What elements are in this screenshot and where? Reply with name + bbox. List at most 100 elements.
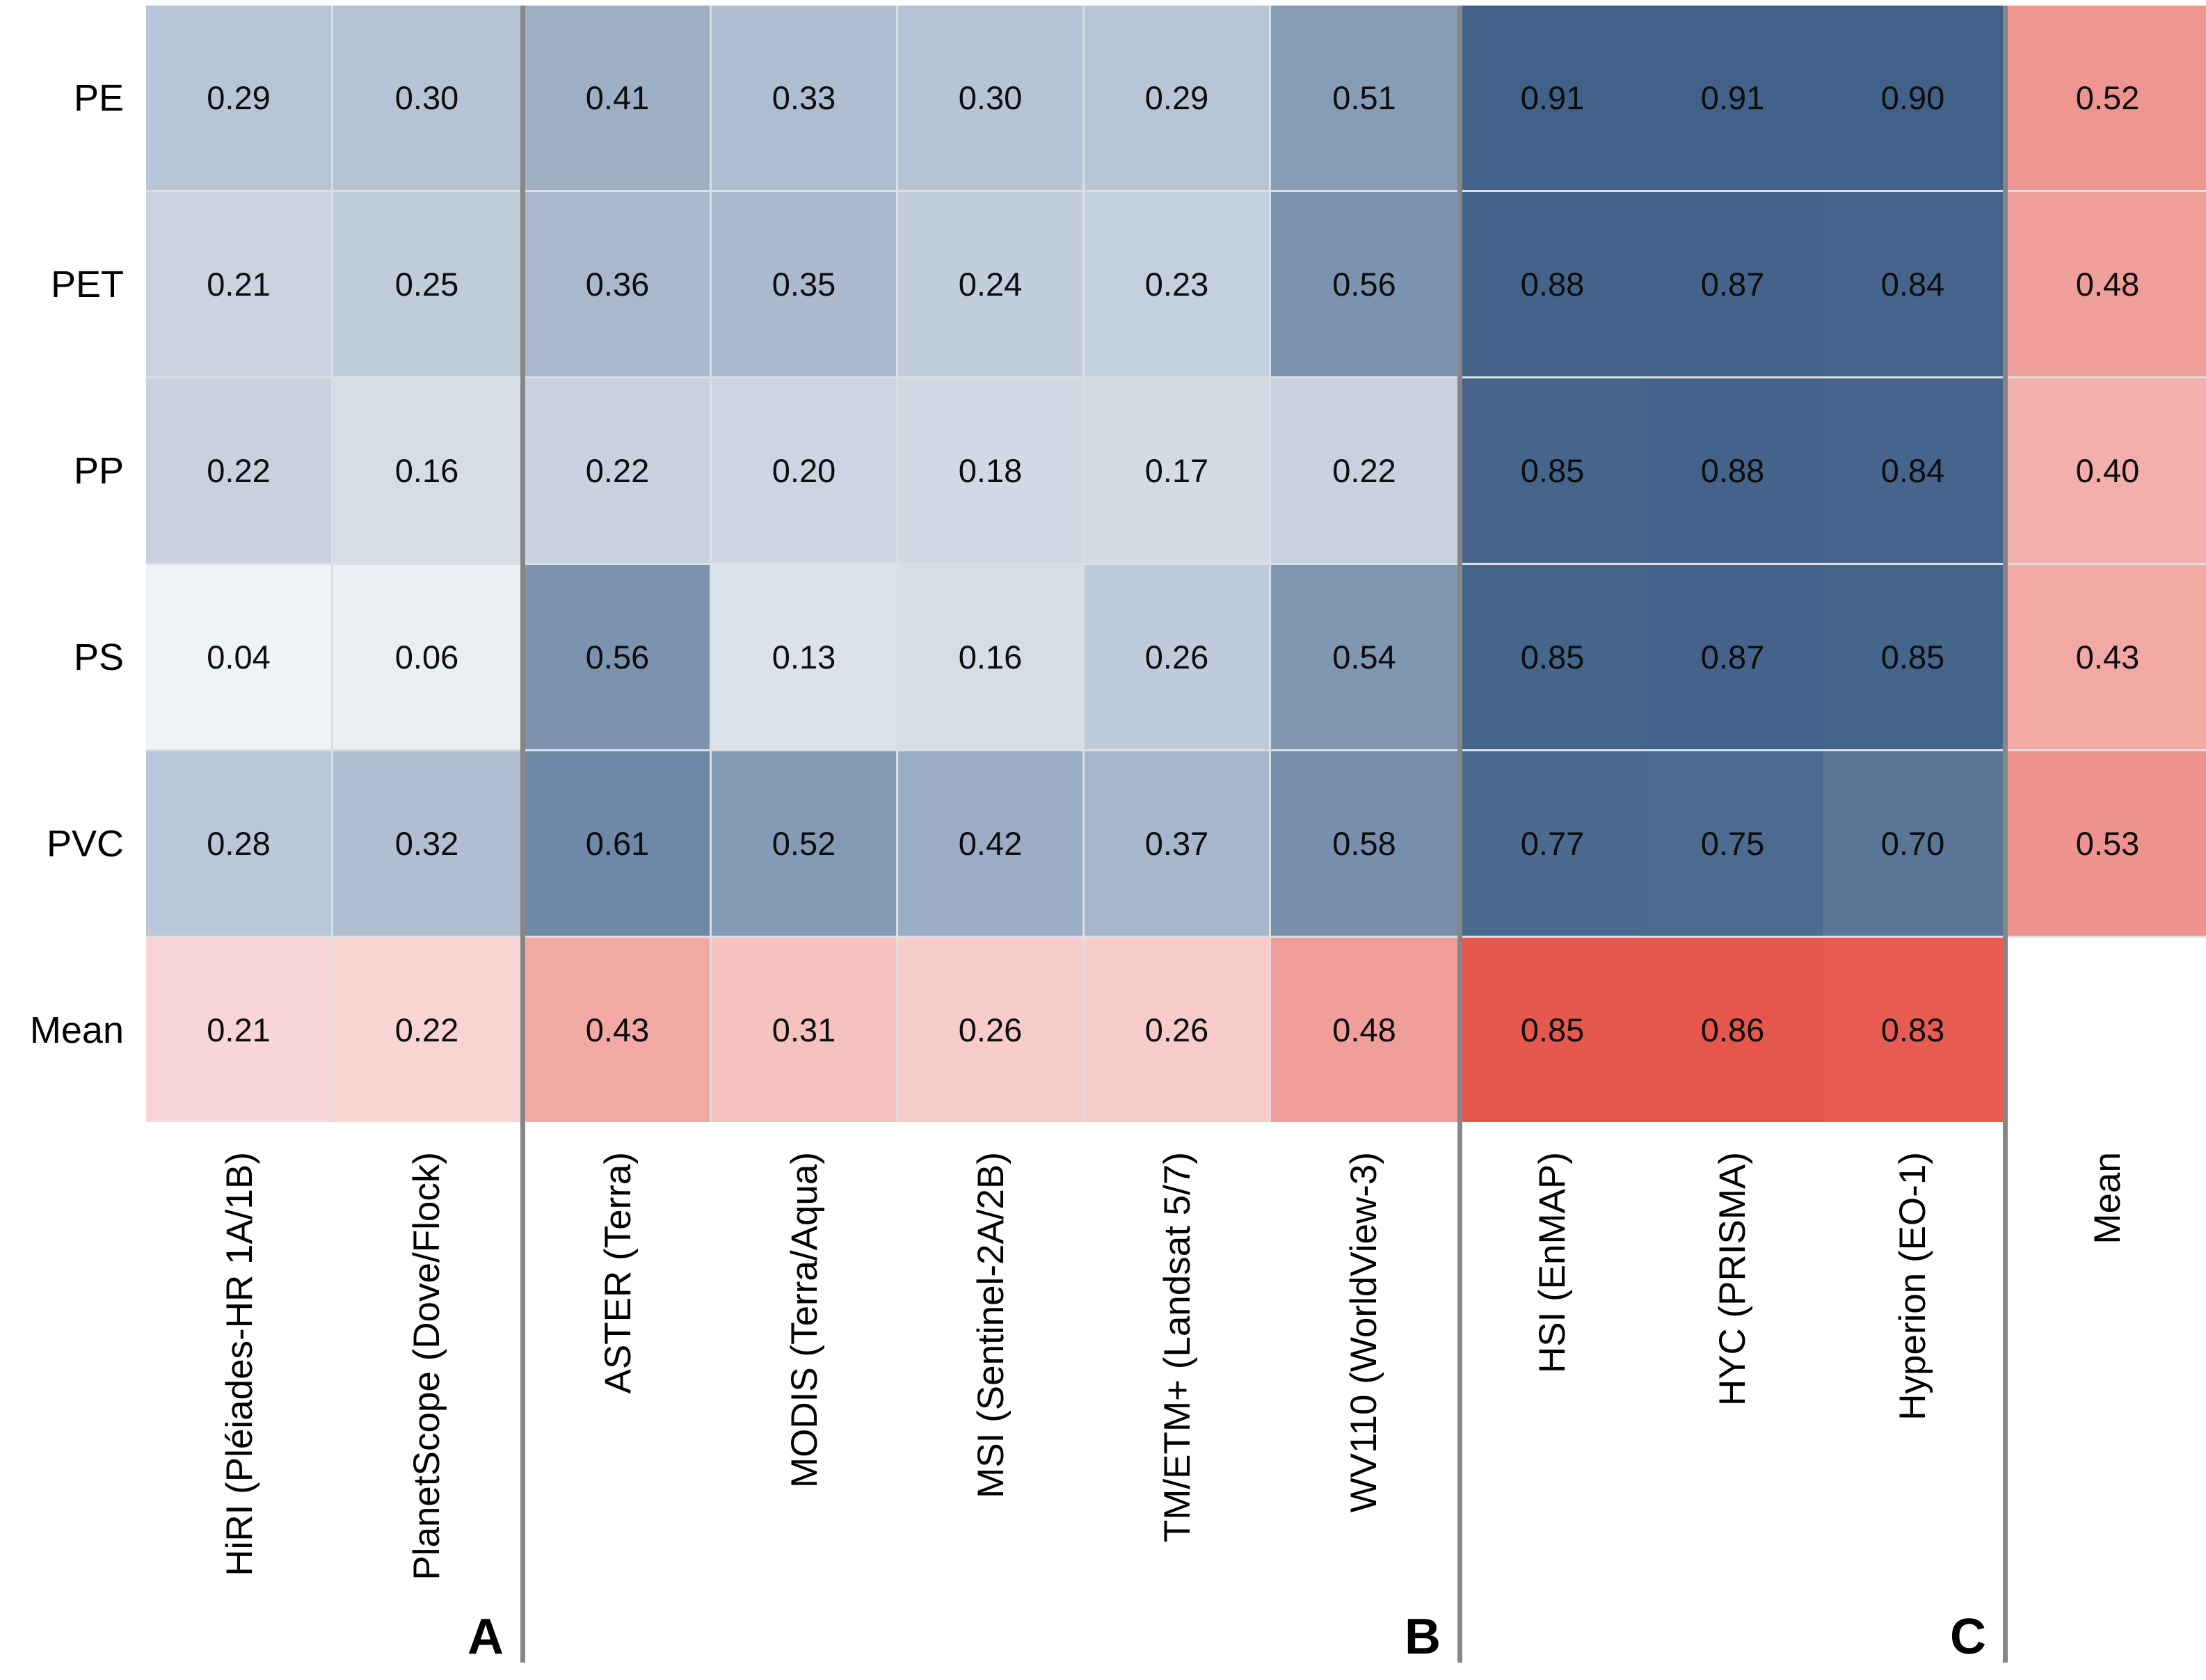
col-label-cell-10: Mean bbox=[2008, 1152, 2206, 1660]
heatmap-cell-PET-c2: 0.36 bbox=[525, 192, 712, 376]
col-label-cell-0: HiRI (Pléiades-HR 1A/1B) bbox=[146, 1152, 333, 1660]
col-label-6: WV110 (WorldView-3) bbox=[1343, 1152, 1385, 1513]
heatmap-cell-PS-c8: 0.87 bbox=[1642, 565, 1823, 749]
heatmap-grid: 0.29 0.30 0.41 0.33 0.30 0.29 0.51 0.91 0.91 0.90… bbox=[146, 6, 2206, 1122]
heatmap-cell-PE-c5: 0.29 bbox=[1085, 6, 1271, 190]
col-label-cell-3: MODIS (Terra/Aqua) bbox=[712, 1152, 898, 1660]
panel-label-b: B bbox=[1405, 1609, 1441, 1665]
heatmap-cell-PP-c2: 0.22 bbox=[525, 378, 712, 563]
col-label-cell-9: Hyperion (EO-1) bbox=[1823, 1152, 2003, 1660]
row-label-PE: PE bbox=[73, 77, 124, 119]
heatmap-cell-PVC-c0: 0.28 bbox=[146, 751, 333, 936]
heatmap-cell-Mean-c10 bbox=[2008, 938, 2206, 1122]
col-label-5: TM/ETM+ (Landsat 5/7) bbox=[1157, 1152, 1199, 1543]
heatmap-cell-PET-c10: 0.48 bbox=[2008, 192, 2206, 376]
heatmap-cell-PET-c7: 0.88 bbox=[1462, 192, 1642, 376]
heatmap-cell-PP-c8: 0.88 bbox=[1642, 378, 1823, 563]
panel-separator-a bbox=[520, 6, 525, 1663]
col-label-8: HYC (PRISMA) bbox=[1711, 1152, 1753, 1407]
col-label-cell-4: MSI (Sentinel-2A/2B) bbox=[898, 1152, 1085, 1660]
column-label-row: HiRI (Pléiades-HR 1A/1B) PlanetScope (Dov… bbox=[146, 1152, 2206, 1660]
heatmap-cell-PS-c9: 0.85 bbox=[1823, 565, 2003, 749]
row-label-column: PE PET PP PS PVC Mean bbox=[0, 6, 124, 1122]
col-label-cell-7: HSI (EnMAP) bbox=[1462, 1152, 1642, 1660]
heatmap-cell-PP-c1: 0.16 bbox=[333, 378, 520, 563]
row-label-PP: PP bbox=[73, 449, 124, 492]
heatmap-cell-PET-c6: 0.56 bbox=[1271, 192, 1457, 376]
heatmap-cell-PS-c2: 0.56 bbox=[525, 565, 712, 749]
heatmap-cell-PVC-c1: 0.32 bbox=[333, 751, 520, 936]
heatmap-cell-PVC-c2: 0.61 bbox=[525, 751, 712, 936]
heatmap-cell-PE-c0: 0.29 bbox=[146, 6, 333, 190]
heatmap-cell-Mean-c7: 0.85 bbox=[1462, 938, 1642, 1122]
heatmap-cell-PS-c0: 0.04 bbox=[146, 565, 333, 749]
heatmap-cell-PVC-c9: 0.70 bbox=[1823, 751, 2003, 936]
heatmap-cell-PVC-c8: 0.75 bbox=[1642, 751, 1823, 936]
heatmap-cell-Mean-c4: 0.26 bbox=[898, 938, 1085, 1122]
heatmap-cell-PVC-c4: 0.42 bbox=[898, 751, 1085, 936]
heatmap-cell-PP-c6: 0.22 bbox=[1271, 378, 1457, 563]
heatmap-cell-PVC-c10: 0.53 bbox=[2008, 751, 2206, 936]
heatmap-cell-PET-c0: 0.21 bbox=[146, 192, 333, 376]
col-label-cell-1: PlanetScope (Dove/Flock) bbox=[333, 1152, 520, 1660]
heatmap-cell-PS-c10: 0.43 bbox=[2008, 565, 2206, 749]
heatmap-cell-Mean-c2: 0.43 bbox=[525, 938, 712, 1122]
heatmap-cell-PS-c7: 0.85 bbox=[1462, 565, 1642, 749]
heatmap-cell-PP-c4: 0.18 bbox=[898, 378, 1085, 563]
heatmap-cell-PE-c7: 0.91 bbox=[1462, 6, 1642, 190]
heatmap-cell-Mean-c5: 0.26 bbox=[1085, 938, 1271, 1122]
heatmap-cell-Mean-c3: 0.31 bbox=[712, 938, 898, 1122]
col-label-cell-8: HYC (PRISMA) bbox=[1642, 1152, 1823, 1660]
panel-separator-b bbox=[1457, 6, 1462, 1663]
col-label-10: Mean bbox=[2086, 1152, 2128, 1245]
heatmap-cell-PET-c8: 0.87 bbox=[1642, 192, 1823, 376]
heatmap-cell-PP-c10: 0.40 bbox=[2008, 378, 2206, 563]
panel-separator-c bbox=[2003, 6, 2008, 1663]
col-label-3: MODIS (Terra/Aqua) bbox=[784, 1152, 826, 1489]
panel-label-a: A bbox=[467, 1609, 504, 1665]
col-label-cell-6: WV110 (WorldView-3) bbox=[1271, 1152, 1457, 1660]
heatmap-cell-PVC-c7: 0.77 bbox=[1462, 751, 1642, 936]
heatmap-cell-Mean-c0: 0.21 bbox=[146, 938, 333, 1122]
col-label-cell-2: ASTER (Terra) bbox=[525, 1152, 712, 1660]
col-label-2: ASTER (Terra) bbox=[598, 1152, 639, 1394]
heatmap-cell-Mean-c9: 0.83 bbox=[1823, 938, 2003, 1122]
heatmap-cell-PP-c5: 0.17 bbox=[1085, 378, 1271, 563]
heatmap-cell-PET-c1: 0.25 bbox=[333, 192, 520, 376]
heatmap-cell-PS-c3: 0.13 bbox=[712, 565, 898, 749]
col-label-cell-5: TM/ETM+ (Landsat 5/7) bbox=[1085, 1152, 1271, 1660]
heatmap-cell-PP-c0: 0.22 bbox=[146, 378, 333, 563]
heatmap-cell-PE-c2: 0.41 bbox=[525, 6, 712, 190]
heatmap-cell-PVC-c5: 0.37 bbox=[1085, 751, 1271, 936]
heatmap-cell-PET-c4: 0.24 bbox=[898, 192, 1085, 376]
heatmap-cell-PP-c3: 0.20 bbox=[712, 378, 898, 563]
heatmap-cell-PE-c8: 0.91 bbox=[1642, 6, 1823, 190]
heatmap-cell-PE-c9: 0.90 bbox=[1823, 6, 2003, 190]
heatmap-cell-PVC-c6: 0.58 bbox=[1271, 751, 1457, 936]
heatmap-cell-PVC-c3: 0.52 bbox=[712, 751, 898, 936]
row-label-Mean: Mean bbox=[29, 1009, 124, 1051]
heatmap-cell-PP-c9: 0.84 bbox=[1823, 378, 2003, 563]
heatmap-cell-Mean-c8: 0.86 bbox=[1642, 938, 1823, 1122]
col-label-0: HiRI (Pléiades-HR 1A/1B) bbox=[218, 1152, 260, 1576]
heatmap-cell-PS-c6: 0.54 bbox=[1271, 565, 1457, 749]
heatmap-cell-PS-c1: 0.06 bbox=[333, 565, 520, 749]
col-label-1: PlanetScope (Dove/Flock) bbox=[406, 1152, 447, 1581]
heatmap-cell-Mean-c6: 0.48 bbox=[1271, 938, 1457, 1122]
heatmap-cell-PE-c4: 0.30 bbox=[898, 6, 1085, 190]
heatmap-cell-PP-c7: 0.85 bbox=[1462, 378, 1642, 563]
heatmap-cell-PET-c5: 0.23 bbox=[1085, 192, 1271, 376]
heatmap-cell-PE-c1: 0.30 bbox=[333, 6, 520, 190]
row-label-PS: PS bbox=[73, 636, 124, 678]
col-label-4: MSI (Sentinel-2A/2B) bbox=[970, 1152, 1012, 1498]
heatmap-cell-PS-c4: 0.16 bbox=[898, 565, 1085, 749]
col-label-7: HSI (EnMAP) bbox=[1531, 1152, 1573, 1374]
panel-label-c: C bbox=[1950, 1609, 1986, 1665]
col-label-9: Hyperion (EO-1) bbox=[1892, 1152, 1933, 1421]
heatmap-cell-PET-c9: 0.84 bbox=[1823, 192, 2003, 376]
heatmap-cell-PE-c10: 0.52 bbox=[2008, 6, 2206, 190]
heatmap-cell-PS-c5: 0.26 bbox=[1085, 565, 1271, 749]
heatmap-cell-PE-c3: 0.33 bbox=[712, 6, 898, 190]
heatmap-cell-PE-c6: 0.51 bbox=[1271, 6, 1457, 190]
